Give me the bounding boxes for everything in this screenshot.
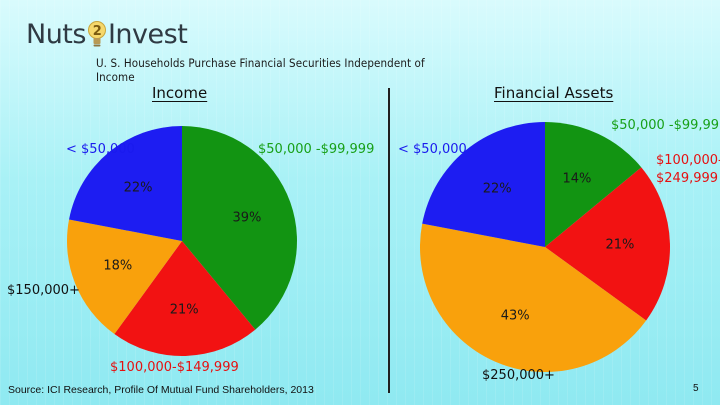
assets-pie-slice-0 [545, 122, 642, 247]
income-pie-pct-label-1: 21% [169, 302, 199, 318]
assets-pie-slice-3 [422, 122, 545, 247]
logo: Nuts 2 Invest [26, 16, 188, 52]
slide-subtitle: U. S. Households Purchase Financial Secu… [96, 56, 425, 84]
income-pie-category-label-0: $50,000 -$99,999 [258, 142, 375, 157]
assets-pie-slice-2 [419, 223, 647, 373]
assets-pie-pct-label-0: 14% [562, 171, 592, 187]
income-pie-pct-label-0: 39% [232, 210, 262, 226]
logo-lightbulb-two-icon: 2 [87, 20, 107, 50]
income-chart-title: Income [152, 84, 208, 102]
assets-pie-category-label-2: $250,000+ [482, 368, 555, 383]
source-citation: Source: ICI Research, Profile Of Mutual … [8, 384, 314, 396]
income-pie-pct-label-2: 18% [103, 258, 133, 274]
logo-text-right: Invest [107, 18, 188, 50]
assets-pie-category-label-3: < $50,000 [398, 142, 467, 157]
income-pie-category-label-1: $100,000-$149,999 [110, 360, 239, 375]
income-pie-slice-0 [182, 126, 297, 330]
assets-pie-category-label-1: $100,000- $249,999 [656, 153, 720, 186]
assets-pie-pct-label-1: 21% [605, 237, 635, 253]
panel-divider [388, 88, 390, 393]
financial-assets-chart-title: Financial Assets [494, 84, 614, 102]
income-pie-slice-1 [114, 241, 256, 357]
income-pie-slice-3 [69, 126, 182, 241]
logo-text-left: Nuts [26, 18, 86, 50]
assets-pie-slice-1 [545, 167, 670, 321]
assets-pie-pct-label-3: 22% [482, 181, 512, 197]
page-number: 5 [693, 383, 699, 394]
income-pie-slice-2 [67, 219, 182, 335]
assets-pie-pct-label-2: 43% [500, 308, 530, 324]
income-pie-pct-label-3: 22% [123, 180, 153, 196]
logo-digit: 2 [93, 24, 102, 39]
income-pie-category-label-2: $150,000+ [7, 283, 80, 298]
assets-pie-category-label-0: $50,000 -$99,999 [611, 118, 720, 133]
income-pie-category-label-3: < $50,000 [66, 142, 135, 157]
